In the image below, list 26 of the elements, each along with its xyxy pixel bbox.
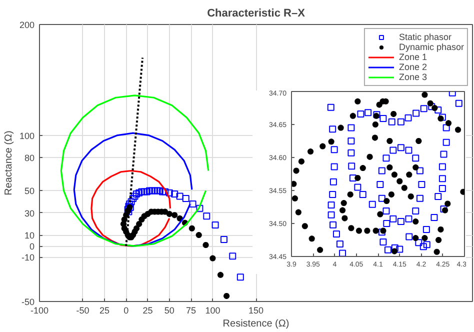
x-tick-label: 25 <box>99 306 110 316</box>
x-tick-label: -100 <box>30 306 49 316</box>
x-tick-label: 150 <box>248 306 264 316</box>
x-tick-label: -50 <box>76 306 90 316</box>
y-tick-label: 100 <box>19 130 35 141</box>
x-tick-label: 75 <box>186 306 196 316</box>
y-tick-label: 200 <box>19 20 35 30</box>
chart-title: Characteristic R–X <box>207 8 306 20</box>
legend-label: Zone 3 <box>398 72 427 82</box>
legend-label: Dynamic phasor <box>398 42 464 52</box>
y-tick-label: 10 <box>24 230 35 241</box>
x-tick-label: 0 <box>124 306 129 316</box>
legend-label: Static phasor <box>398 32 452 42</box>
y-tick-label: -50 <box>21 297 35 307</box>
y-axis-title: Reactance (Ω) <box>3 130 14 196</box>
y-tick-label: 30 <box>24 208 35 218</box>
y-tick-label: 0 <box>29 242 35 252</box>
y-tick-label: -10 <box>21 252 35 263</box>
legend-label: Zone 1 <box>398 52 427 62</box>
x-tick-label: 100 <box>205 306 220 316</box>
legend-label: Zone 2 <box>398 62 427 72</box>
y-tick-label: 80 <box>24 152 35 163</box>
y-tick-label: 50 <box>24 186 35 196</box>
x-axis-title: Resistence (Ω) <box>222 318 290 330</box>
x-tick-label: 25 <box>142 306 153 316</box>
x-tick-label: 50 <box>164 306 174 316</box>
